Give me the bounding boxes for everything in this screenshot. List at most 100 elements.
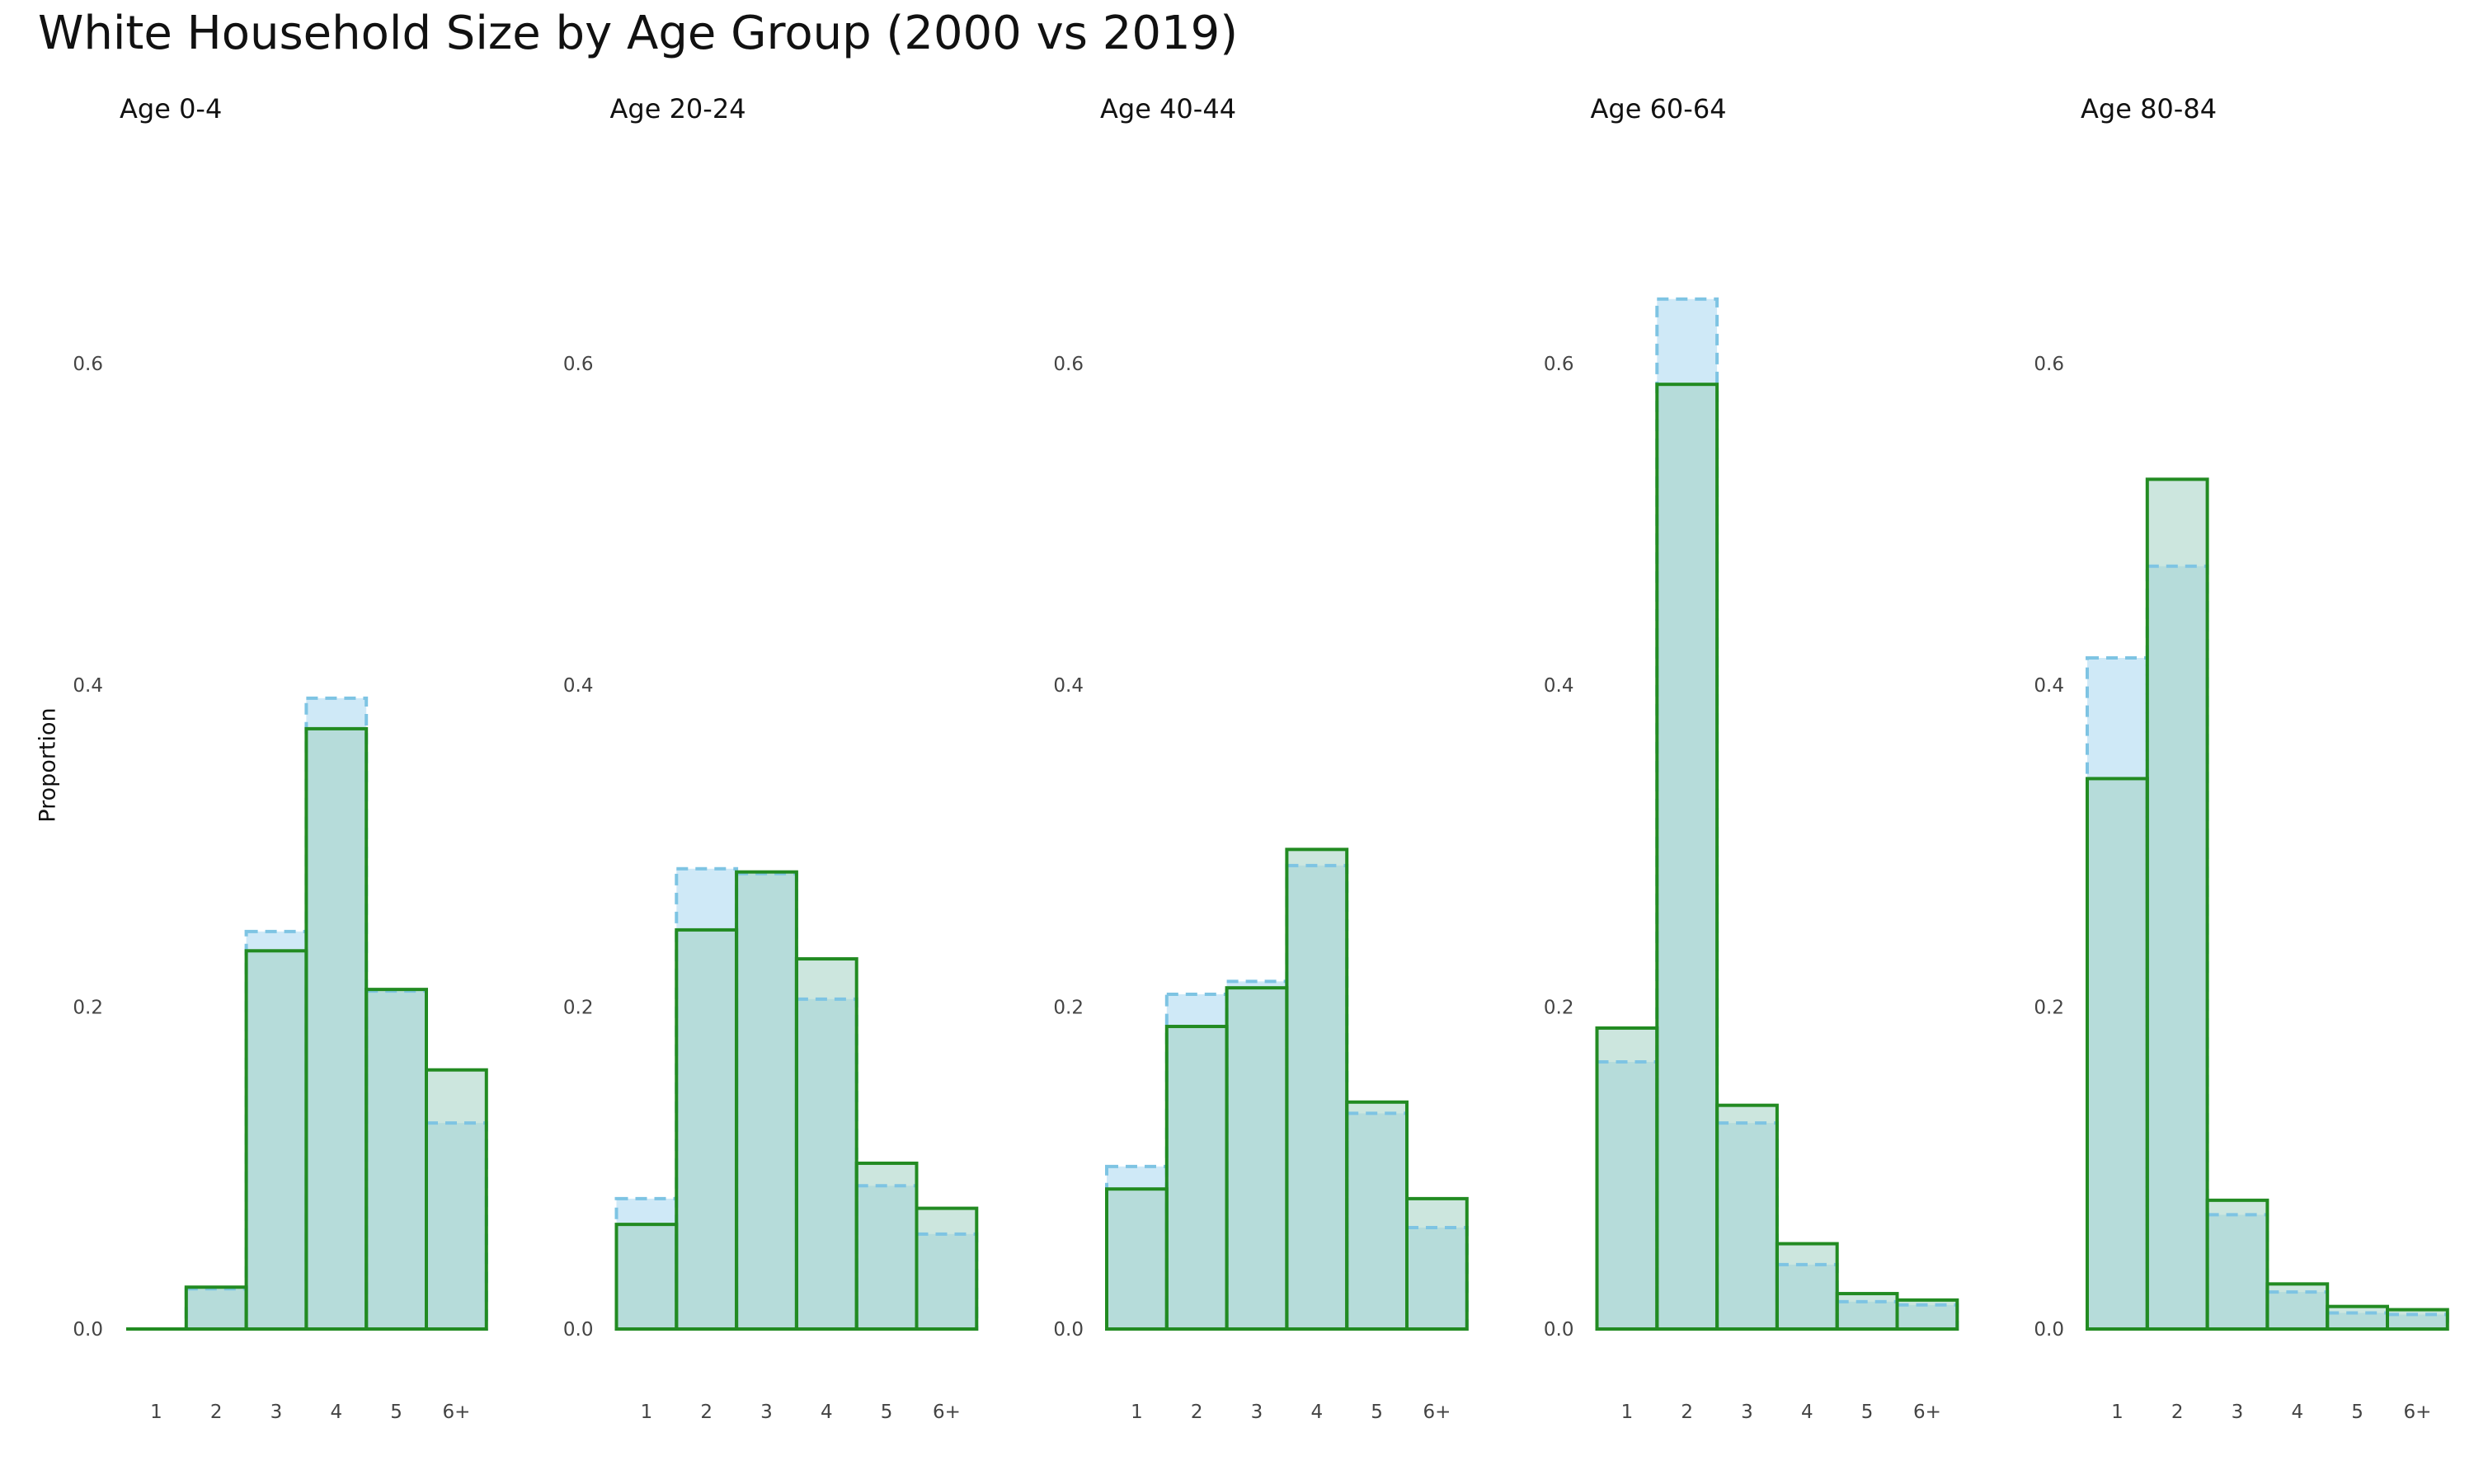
x-tick-label: 4	[1310, 1402, 1323, 1423]
y-tick-label: 0.2	[2034, 998, 2064, 1019]
x-tick-label: 5	[390, 1402, 402, 1423]
y-tick-label: 0.4	[1053, 675, 1084, 697]
x-tick-label: 4	[1801, 1402, 1813, 1423]
y-tick-label: 0.4	[563, 675, 594, 697]
x-tick-label: 5	[2351, 1402, 2363, 1423]
x-tick-label: 5	[1371, 1402, 1383, 1423]
x-tick-label: 2	[700, 1402, 713, 1423]
bar-2019-fill	[2387, 1309, 2448, 1329]
x-tick-label: 1	[2111, 1402, 2124, 1423]
bar-2019-fill	[1837, 1294, 1898, 1329]
bar-2019	[794, 957, 858, 1331]
x-tick-label: 3	[270, 1402, 283, 1423]
bar-outline-layer	[2086, 477, 2449, 1331]
bar-2019	[1405, 1196, 1469, 1331]
y-tick-label: 0.2	[1053, 998, 1084, 1019]
bar-2019-fill	[856, 1162, 917, 1329]
bar-fill-layer	[1597, 298, 1958, 1330]
bar-2019	[2205, 1198, 2269, 1331]
bar-fill-layer	[186, 697, 487, 1329]
bar-outline-layer	[126, 696, 488, 1331]
y-tick-label: 0.2	[73, 998, 103, 1019]
y-tick-label: 0.0	[1544, 1319, 1574, 1341]
bar-2019-fill	[2207, 1200, 2268, 1329]
bar-2019-fill	[1166, 1026, 1227, 1329]
bar-2019-fill	[616, 1224, 677, 1329]
x-tick-label: 1	[641, 1402, 653, 1423]
bar-2019	[2145, 477, 2209, 1331]
bar-fill-layer	[616, 868, 977, 1329]
bar-2019-fill	[2327, 1306, 2387, 1329]
bar-2019	[1715, 1103, 1779, 1331]
y-tick-label: 0.4	[2034, 675, 2064, 697]
panel-3: Age 40-44 0.0 0.2 0.4 0.6 1 2 3 4 5 6+	[1053, 93, 1469, 1423]
x-tick-label: 6+	[933, 1402, 961, 1423]
bar-2019-fill	[1226, 988, 1287, 1329]
bar-2019-fill	[366, 989, 426, 1329]
x-tick-label: 1	[150, 1402, 162, 1423]
bar-2019-fill	[736, 871, 797, 1329]
bar-2019-fill	[1407, 1198, 1467, 1329]
x-tick-label: 6+	[1913, 1402, 1941, 1423]
y-tick-label: 0.0	[73, 1319, 103, 1341]
bar-2019	[1775, 1242, 1839, 1331]
x-tick-label: 3	[1741, 1402, 1753, 1423]
x-tick-label: 1	[1621, 1402, 1634, 1423]
x-tick-label: 5	[1861, 1402, 1874, 1423]
chart-title: White Household Size by Age Group (2000 …	[38, 7, 1239, 60]
bar-2019-fill	[1597, 1027, 1658, 1329]
bar-2019-fill	[246, 951, 307, 1329]
panel-subtitle: Age 20-24	[610, 93, 746, 124]
y-tick-label: 0.6	[563, 354, 594, 375]
x-tick-label: 6+	[1423, 1402, 1451, 1423]
bar-2019-fill	[2087, 778, 2147, 1329]
y-tick-label: 0.4	[1544, 675, 1574, 697]
bar-2019-fill	[916, 1208, 977, 1329]
y-tick-label: 0.6	[1053, 354, 1084, 375]
bar-2019-fill	[1347, 1101, 1407, 1329]
bar-2019	[2386, 1308, 2449, 1331]
panel-5: Age 80-84 0.0 0.2 0.4 0.6 1 2 3 4 5 6+	[2034, 93, 2449, 1423]
bar-2019-fill	[1717, 1105, 1777, 1329]
y-tick-label: 0.6	[73, 354, 103, 375]
x-tick-label: 4	[330, 1402, 342, 1423]
bar-2019-fill	[186, 1287, 247, 1329]
bar-outline-layer	[1595, 297, 1959, 1331]
y-tick-label: 0.0	[2034, 1319, 2064, 1341]
x-tick-label: 1	[1131, 1402, 1143, 1423]
x-tick-label: 5	[881, 1402, 893, 1423]
bar-2019-fill	[2147, 479, 2208, 1329]
panel-subtitle: Age 60-64	[1591, 93, 1727, 124]
y-tick-label: 0.4	[73, 675, 103, 697]
bar-2019-fill	[1776, 1243, 1837, 1329]
bar-outline-layer	[614, 866, 979, 1331]
x-tick-label: 2	[1681, 1402, 1693, 1423]
x-tick-label: 4	[821, 1402, 833, 1423]
y-tick-label: 0.6	[1544, 354, 1574, 375]
x-tick-label: 6+	[442, 1402, 470, 1423]
y-tick-label: 0.0	[563, 1319, 594, 1341]
x-tick-label: 2	[1191, 1402, 1203, 1423]
x-tick-label: 3	[2232, 1402, 2244, 1423]
bar-2000	[915, 1232, 979, 1331]
panel-4: Age 60-64 0.0 0.2 0.4 0.6 1 2 3 4 5 6+	[1544, 93, 1959, 1423]
y-tick-label: 0.2	[563, 998, 594, 1019]
bar-fill-layer	[2087, 479, 2448, 1329]
x-tick-label: 2	[2171, 1402, 2184, 1423]
bar-2019	[1895, 1298, 1959, 1331]
bar-2019-fill	[306, 728, 367, 1329]
x-tick-label: 2	[210, 1402, 223, 1423]
x-tick-label: 4	[2291, 1402, 2303, 1423]
bar-fill-layer	[1107, 849, 1467, 1329]
y-tick-label: 0.0	[1053, 1319, 1084, 1341]
bar-2019	[425, 1068, 488, 1331]
x-tick-label: 6+	[2403, 1402, 2431, 1423]
bar-2019-fill	[796, 959, 857, 1329]
bar-2019-fill	[1107, 1189, 1167, 1329]
bar-2019-fill	[676, 929, 737, 1329]
panel-1: Age 0-4 0.0 0.2 0.4 0.6 1 2 3 4 5 6+	[73, 93, 488, 1423]
bar-2019-fill	[1286, 849, 1348, 1329]
y-tick-label: 0.2	[1544, 998, 1574, 1019]
bar-outline-layer	[1105, 848, 1469, 1331]
